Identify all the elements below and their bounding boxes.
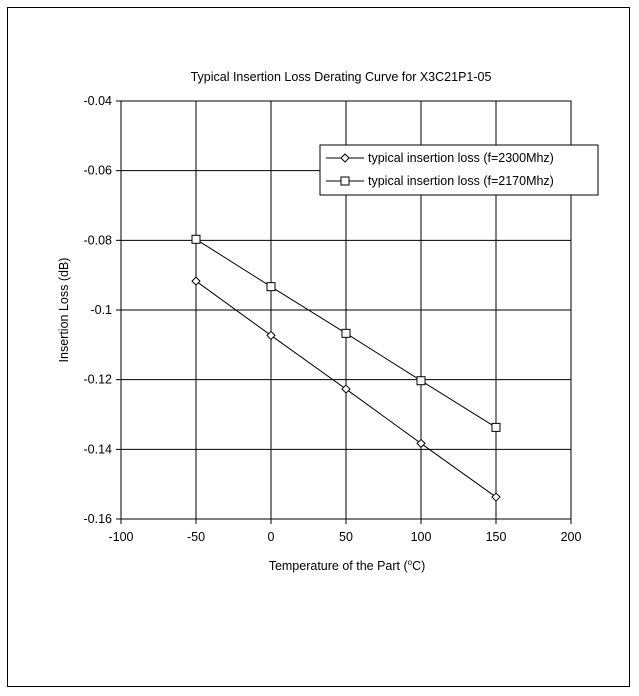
chart-frame: [7, 7, 630, 687]
x-tick-label: 0: [268, 530, 275, 544]
y-tick-label: -0.04: [84, 94, 113, 108]
legend-marker-diamond: [340, 153, 350, 163]
y-tick-label: -0.16: [84, 512, 113, 526]
x-tick-label: -100: [108, 530, 133, 544]
legend-box: [319, 144, 599, 196]
legend: typical insertion loss (f=2300Mhz) typic…: [319, 144, 599, 196]
data-point-s1-0: [191, 234, 201, 244]
x-axis-ticks: -100 -50 0 50 100 150 200: [108, 519, 581, 544]
y-tick-label: -0.14: [84, 442, 113, 456]
legend-marker-square: [340, 176, 350, 186]
x-tick-label: 50: [339, 530, 353, 544]
y-tick-label: -0.06: [84, 164, 113, 178]
y-axis-label: Insertion Loss (dB): [57, 258, 71, 363]
data-point-s0-4: [491, 492, 501, 502]
data-point-s0-1: [266, 330, 276, 341]
y-axis-ticks: -0.04 -0.06 -0.08 -0.1 -0.12 -0.14 -0.16: [84, 94, 121, 526]
chart-title: Typical Insertion Loss Derating Curve fo…: [191, 70, 492, 84]
y-tick-label: -0.1: [90, 303, 112, 317]
x-tick-label: 150: [486, 530, 507, 544]
data-point-s0-2: [341, 384, 351, 394]
x-tick-label: 100: [411, 530, 432, 544]
y-tick-label: -0.12: [84, 373, 113, 387]
x-axis-label: Temperature of the Part (oC): [269, 558, 426, 573]
data-point-s1-4: [491, 422, 501, 432]
data-point-s1-2: [341, 328, 351, 338]
x-axis-label-suffix: C): [412, 559, 425, 573]
x-axis-label-superscript: o: [408, 558, 413, 567]
data-point-s1-3: [416, 376, 426, 386]
y-tick-label: -0.08: [84, 233, 113, 247]
data-point-s0-0: [191, 276, 201, 286]
legend-label-2170: typical insertion loss (f=2170Mhz): [368, 174, 554, 188]
data-point-s1-1: [266, 282, 276, 292]
data-point-s0-3: [416, 438, 426, 449]
legend-label-2300: typical insertion loss (f=2300Mhz): [368, 151, 554, 165]
series-layer: [191, 234, 501, 502]
x-tick-label: 200: [561, 530, 582, 544]
x-axis-label-main: Temperature of the Part (: [269, 559, 409, 573]
x-tick-label: -50: [187, 530, 205, 544]
